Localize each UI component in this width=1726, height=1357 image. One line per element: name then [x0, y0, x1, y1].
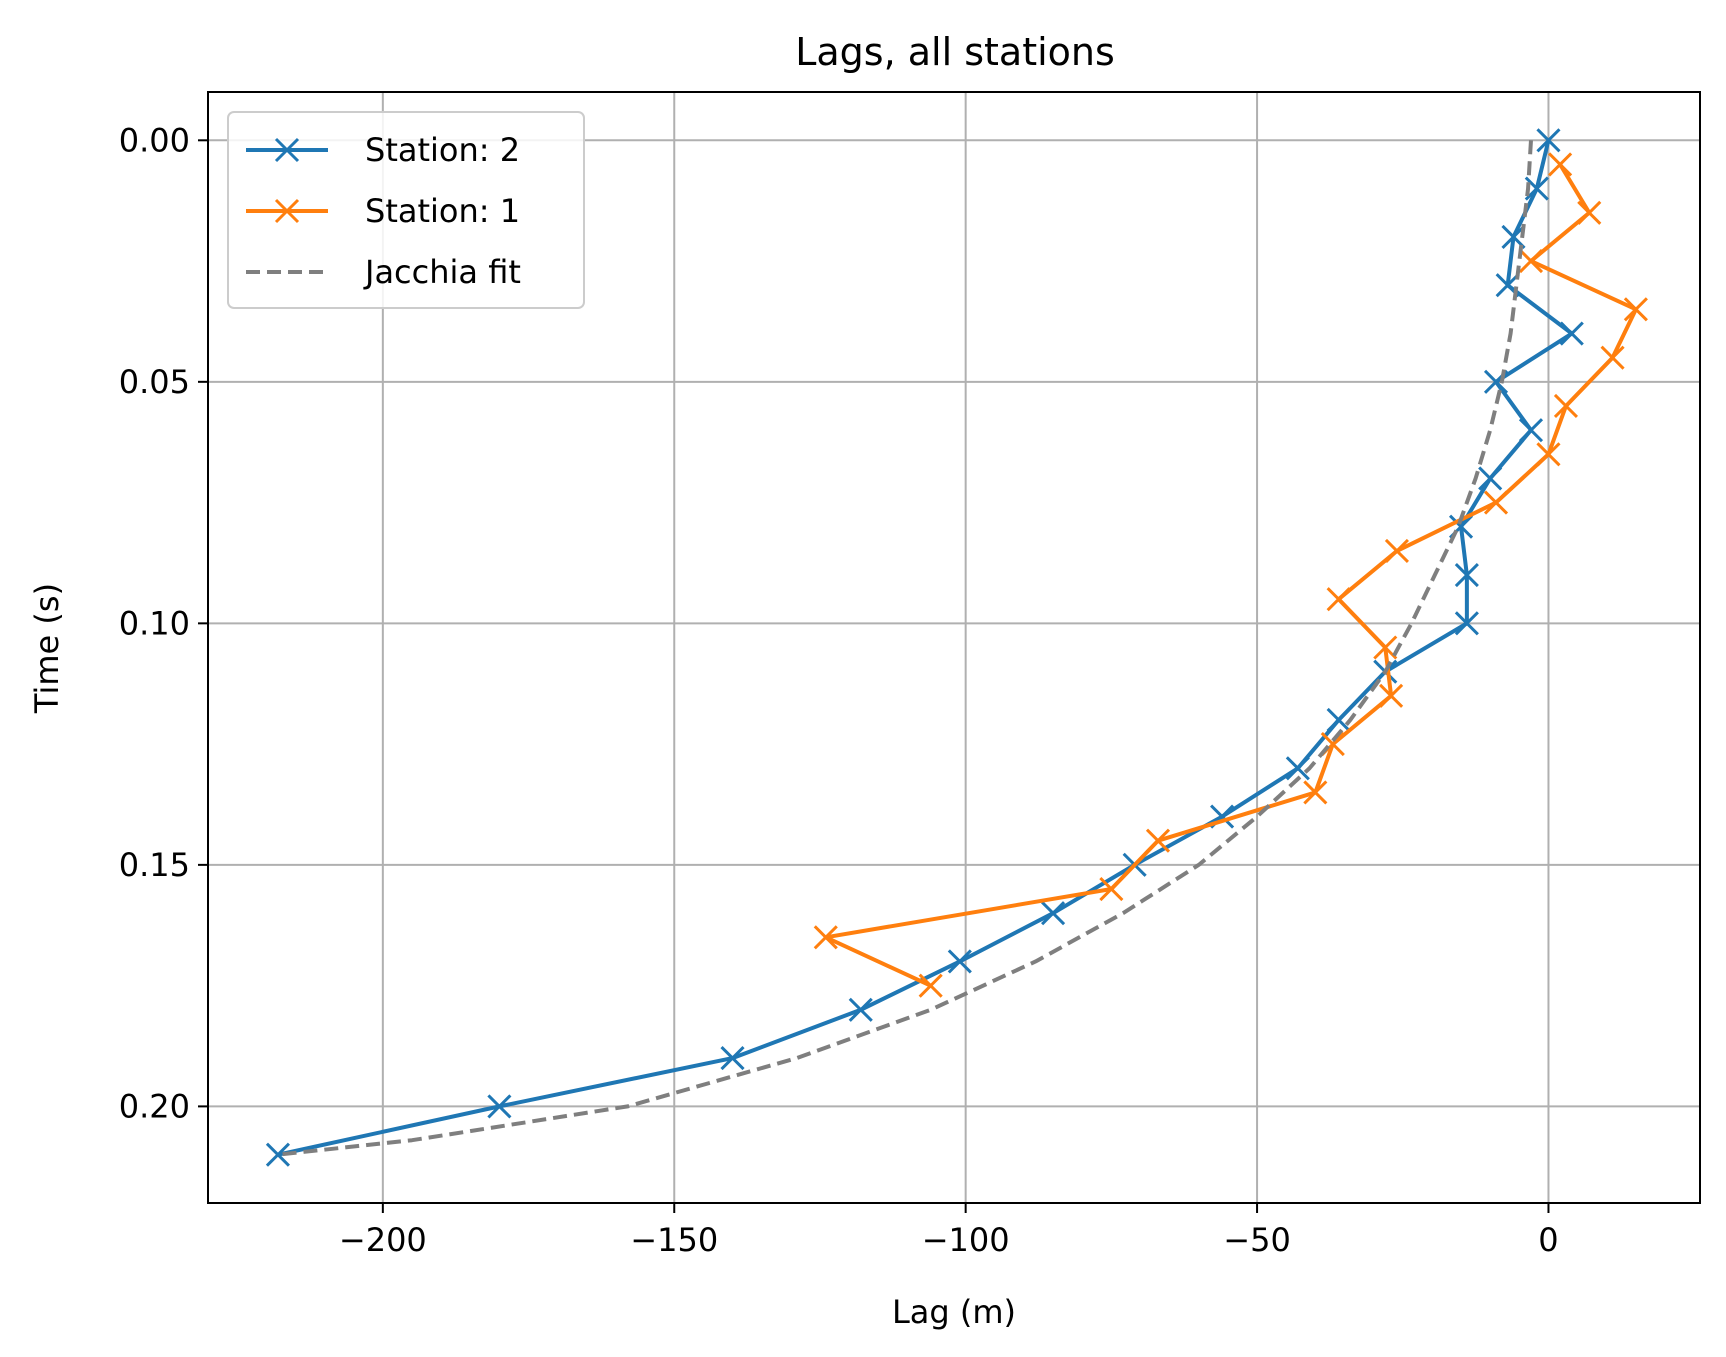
data-point: [1483, 490, 1509, 515]
legend-item-jacchia-fit: Jacchia fit: [246, 253, 521, 291]
series-station-1: [813, 152, 1648, 998]
data-point: [1600, 345, 1625, 370]
y-tick-label: 0.05: [119, 363, 190, 401]
y-tick-label: 0.10: [119, 604, 190, 642]
data-point: [720, 1046, 745, 1071]
x-tick-label: −50: [1223, 1221, 1291, 1259]
x-tick-label: −150: [630, 1221, 718, 1259]
x-tick-label: −100: [922, 1221, 1010, 1259]
data-point: [1536, 128, 1561, 153]
data-point: [265, 1142, 290, 1167]
data-point: [1379, 683, 1404, 708]
legend-marker: [274, 198, 300, 224]
data-point: [1326, 587, 1351, 612]
legend-item-station-1: Station: 1: [246, 192, 520, 230]
x-axis-ticks: −200 −150 −100 −50 0: [339, 1203, 1559, 1259]
legend-label: Station: 2: [365, 131, 520, 169]
data-point: [487, 1094, 512, 1119]
data-point: [1099, 876, 1124, 902]
data-point: [1524, 176, 1549, 201]
data-point: [1623, 297, 1648, 322]
chart-title: Lags, all stations: [795, 30, 1115, 74]
data-point: [1384, 538, 1410, 563]
x-tick-label: −200: [339, 1221, 427, 1259]
data-point: [813, 925, 838, 950]
data-point: [1285, 756, 1310, 781]
y-axis-label: Time (s): [28, 583, 66, 714]
data-point: [848, 997, 873, 1022]
data-point: [1553, 393, 1579, 419]
legend: Station: 2 Station: 1 Jacchia fit: [227, 111, 585, 309]
x-axis-label: Lag (m): [892, 1293, 1016, 1331]
legend-marker: [274, 137, 300, 163]
data-point: [1145, 828, 1171, 853]
y-tick-label: 0.00: [119, 121, 190, 159]
data-point: [1501, 224, 1526, 249]
data-point: [1454, 611, 1479, 636]
data-point: [1536, 442, 1561, 467]
plot-frame: [207, 91, 1701, 1204]
series-layer: [265, 128, 1648, 1167]
y-tick-label: 0.20: [119, 1087, 190, 1125]
data-point: [1559, 321, 1584, 346]
legend-label: Jacchia fit: [363, 253, 521, 291]
data-point: [1478, 466, 1503, 491]
data-point: [918, 973, 943, 998]
data-point: [1548, 152, 1573, 177]
data-point: [1326, 707, 1351, 733]
data-point: [1518, 249, 1544, 274]
data-point: [947, 949, 972, 974]
series-line-jacchia-fit: [277, 140, 1533, 1157]
series-jacchia-fit: [277, 140, 1533, 1157]
y-axis-ticks: 0.00 0.05 0.10 0.15 0.20: [119, 121, 208, 1125]
legend-item-station-2: Station: 2: [246, 131, 520, 169]
data-point: [1577, 200, 1602, 225]
legend-box: [227, 111, 585, 309]
legend-label: Station: 1: [365, 192, 520, 230]
x-tick-label: 0: [1538, 1221, 1558, 1259]
series-line-station-2: [277, 139, 1574, 1157]
data-point: [1454, 562, 1479, 588]
data-point: [1041, 901, 1066, 926]
data-point: [1518, 418, 1544, 443]
data-point: [1303, 780, 1328, 805]
y-tick-label: 0.15: [119, 846, 190, 884]
